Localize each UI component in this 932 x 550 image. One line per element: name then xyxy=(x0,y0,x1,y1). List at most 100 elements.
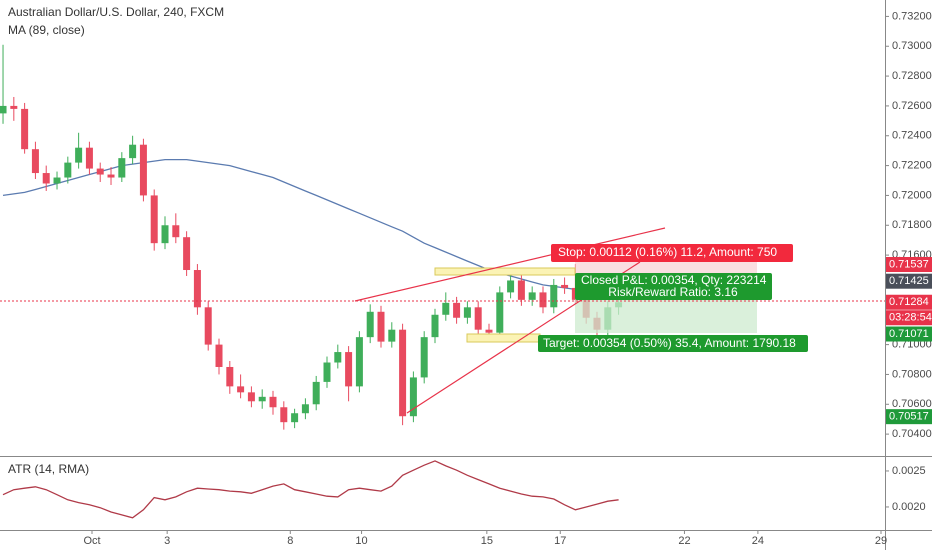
candle-body xyxy=(161,225,169,244)
x-tick-label: 3 xyxy=(164,535,170,547)
candle-body xyxy=(431,314,439,338)
candle-body xyxy=(312,381,320,405)
y-tick-label: 0.72200 xyxy=(892,159,932,171)
candle-body xyxy=(345,352,353,387)
candle-body xyxy=(0,105,7,114)
candle-body xyxy=(118,158,126,178)
countdown: 03:28:54 xyxy=(889,312,932,324)
y-tick-label: 0.70600 xyxy=(892,398,932,410)
price-badge-label: 0.71284 xyxy=(889,296,929,308)
candle-body xyxy=(129,144,137,159)
candle-body xyxy=(420,337,428,378)
x-tick-label: Oct xyxy=(83,535,100,547)
candle-body xyxy=(496,292,504,333)
y-tick-label: 0.73200 xyxy=(892,10,932,22)
candle-body xyxy=(42,173,50,184)
candle-body xyxy=(366,311,374,338)
price-badge-label: 0.71425 xyxy=(889,275,929,287)
candle-body xyxy=(226,366,234,387)
y-tick-label: 0.70800 xyxy=(892,368,932,380)
candle-body xyxy=(237,386,245,393)
candle-body xyxy=(10,105,18,109)
candle-body xyxy=(183,237,191,271)
trend-line xyxy=(354,227,666,302)
y-tick-label: 0.72000 xyxy=(892,189,932,201)
candle-body xyxy=(204,307,212,345)
stop-label: Stop: 0.00112 (0.16%) 11.2, Amount: 750 xyxy=(558,245,777,259)
candle-body xyxy=(528,292,536,300)
line-series xyxy=(2,158,619,297)
candle-body xyxy=(269,396,277,408)
candle-body xyxy=(474,307,482,330)
x-tick-label: 15 xyxy=(481,535,493,547)
candle-body xyxy=(517,280,525,300)
candle-body xyxy=(75,147,83,163)
y-tick-label: 0.72400 xyxy=(892,130,932,142)
candle-body xyxy=(291,413,299,423)
candle-body xyxy=(507,280,515,293)
candle-body xyxy=(31,149,39,174)
chart-title: Australian Dollar/U.S. Dollar, 240, FXCM xyxy=(8,5,224,19)
zone-rect xyxy=(466,333,541,343)
price-badge xyxy=(886,256,932,272)
candle-body xyxy=(485,329,493,333)
candle-body xyxy=(247,392,255,402)
price-badge-label: 0.70517 xyxy=(889,411,929,423)
candle-body xyxy=(463,307,471,318)
candle-body xyxy=(355,337,363,387)
price-badge xyxy=(886,294,932,310)
legend-entry: MA (89, close) xyxy=(8,23,85,37)
y-tick-label: 0.71800 xyxy=(892,219,932,231)
line-series xyxy=(2,460,619,519)
price-pane xyxy=(0,44,623,519)
candle-body xyxy=(96,168,104,175)
candle-body xyxy=(280,407,288,423)
candle-body xyxy=(301,404,309,414)
pnl-label-box xyxy=(575,273,772,300)
x-tick-label: 22 xyxy=(678,535,690,547)
x-tick-label: 17 xyxy=(554,535,566,547)
stop-label-box xyxy=(551,244,793,262)
price-badge xyxy=(886,409,932,425)
price-badge xyxy=(886,326,932,342)
candle-body xyxy=(323,362,331,382)
candle-body xyxy=(172,225,180,238)
legend-entry: ATR (14, RMA) xyxy=(8,462,89,476)
candle-body xyxy=(85,147,93,169)
x-tick-label: 29 xyxy=(875,535,887,547)
target-label-box xyxy=(538,335,808,352)
price-badge xyxy=(886,273,932,289)
candle-body xyxy=(561,284,569,288)
candle-body xyxy=(21,108,29,150)
price-badge-label: 0.71537 xyxy=(889,258,929,270)
pnl-label: Closed P&L: 0.00354, Qty: 223214 xyxy=(581,273,767,287)
candle-body xyxy=(442,302,450,315)
y-tick-label: 0.73000 xyxy=(892,40,932,52)
candle-body xyxy=(453,302,461,318)
candle-body xyxy=(258,396,266,402)
candle-body xyxy=(53,177,61,184)
candle-body xyxy=(399,329,407,417)
y-tick-label: 0.0020 xyxy=(892,501,926,513)
candle-body xyxy=(409,377,417,417)
candle-body xyxy=(377,311,385,342)
price-badge-label: 0.71071 xyxy=(889,328,929,340)
rr-label: Risk/Reward Ratio: 3.16 xyxy=(608,285,738,299)
y-tick-label: 0.70400 xyxy=(892,428,932,440)
target-label: Target: 0.00354 (0.50%) 35.4, Amount: 17… xyxy=(543,336,796,350)
y-tick-label: 0.0025 xyxy=(892,465,926,477)
zone-rect xyxy=(434,267,576,276)
countdown-box xyxy=(886,310,932,326)
y-tick-label: 0.72800 xyxy=(892,70,932,82)
candle-body xyxy=(107,174,115,178)
candle-body xyxy=(550,284,558,308)
candle-body xyxy=(193,270,201,308)
y-tick-label: 0.72600 xyxy=(892,100,932,112)
candle-body xyxy=(388,329,396,342)
x-tick-label: 10 xyxy=(355,535,367,547)
candle-body xyxy=(539,292,547,308)
candle-body xyxy=(334,352,342,363)
x-tick-label: 8 xyxy=(287,535,293,547)
